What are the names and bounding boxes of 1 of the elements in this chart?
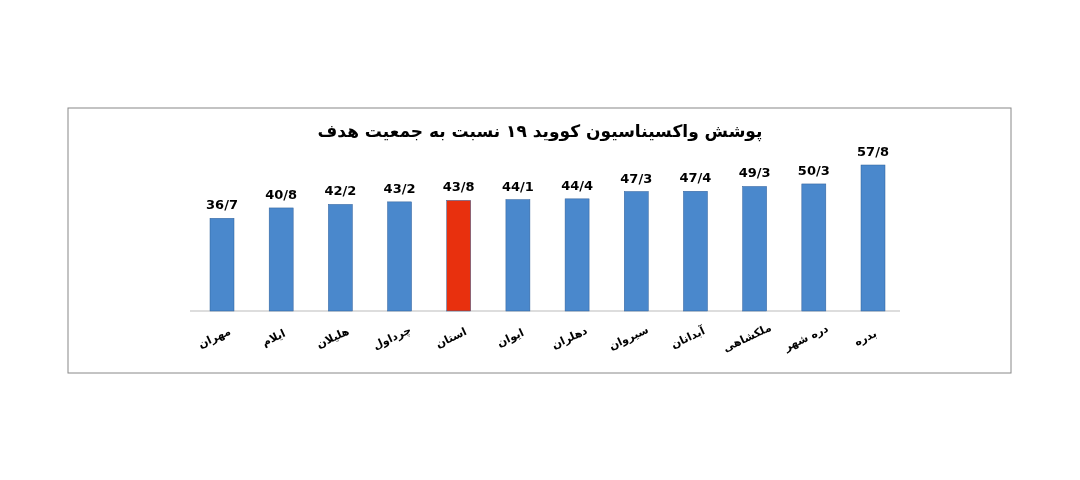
title: پوشش واکسیناسیون کووید ۱۹ نسبت به جمعیت هدف [317,121,763,141]
